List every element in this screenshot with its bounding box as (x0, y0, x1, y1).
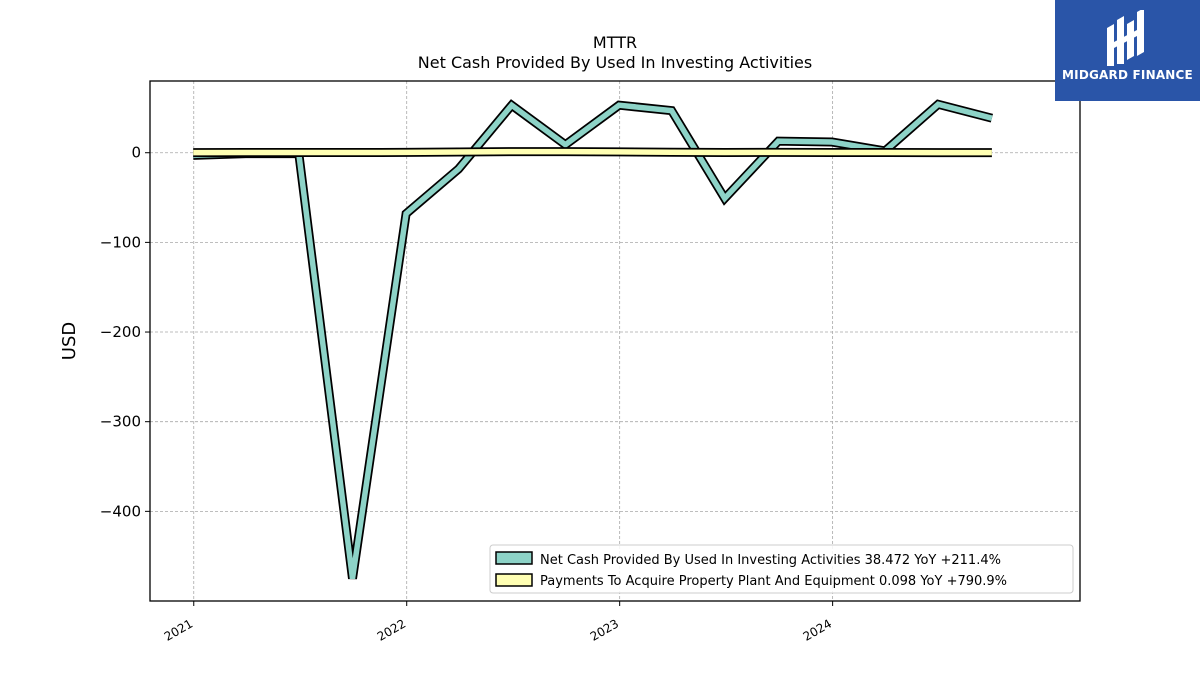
y-tick-label: −100 (100, 233, 141, 251)
y-tick-label: −400 (100, 502, 141, 520)
legend: Net Cash Provided By Used In Investing A… (489, 544, 1074, 594)
series-lines (193, 99, 994, 580)
series-line (193, 148, 992, 156)
series-line-outline (193, 99, 994, 580)
series-1 (193, 147, 992, 158)
legend-label-ppe: Payments To Acquire Property Plant And E… (540, 574, 1007, 589)
x-tick-label: 2023 (588, 616, 621, 643)
logo-text: MIDGARD FINANCE (1062, 68, 1193, 82)
y-tick-label: 0 (131, 144, 141, 162)
x-tick-label: 2022 (375, 616, 408, 643)
brand-logo: MIDGARD FINANCE (1055, 0, 1200, 101)
x-axis: 2021 2022 2023 2024 (162, 601, 834, 644)
chart-title: MTTR (593, 33, 637, 52)
y-axis: 0 −100 −200 −300 −400 (100, 144, 150, 520)
legend-label-net-cash: Net Cash Provided By Used In Investing A… (540, 553, 1001, 568)
legend-box (489, 544, 1074, 594)
y-axis-label: USD (59, 322, 80, 360)
grid (150, 81, 1080, 601)
x-tick-label: 2021 (162, 616, 195, 643)
legend-swatch-ppe (495, 573, 533, 587)
legend-swatch-net-cash (495, 551, 533, 565)
y-tick-label: −300 (100, 413, 141, 431)
x-tick-label: 2024 (801, 616, 834, 643)
series-0 (193, 99, 994, 580)
chart-subtitle: Net Cash Provided By Used In Investing A… (418, 53, 812, 72)
midgard-logo-icon (1107, 10, 1144, 66)
plot-frame (149, 80, 1081, 602)
y-tick-label: −200 (100, 323, 141, 341)
series-line (193, 101, 993, 579)
